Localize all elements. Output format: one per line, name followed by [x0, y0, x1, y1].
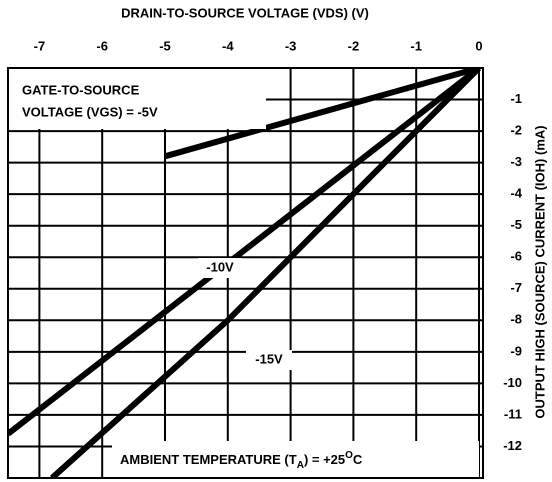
- y-tick-label: -4: [510, 186, 522, 201]
- annotation-part: O: [345, 450, 353, 461]
- label-bg: [198, 258, 242, 278]
- plot-frame: [7, 67, 484, 479]
- series-label: -10V: [206, 259, 234, 274]
- y-tick-label: -11: [504, 406, 522, 421]
- annotation-part: AMBIENT TEMPERATURE (T: [120, 452, 297, 467]
- y-tick-label: -8: [510, 312, 522, 327]
- annotation-part: A: [297, 460, 304, 471]
- series-line: [8, 68, 481, 437]
- y-tick-label: -10: [503, 375, 522, 390]
- series-label: -15V: [255, 351, 283, 366]
- series-line: [49, 68, 482, 478]
- y-tick-label: -9: [510, 343, 522, 358]
- y-tick-label: -1: [510, 91, 522, 106]
- y-axis-label: OUTPUT HIGH (SOURCE) CURRENT (IOH) (mA): [532, 125, 547, 418]
- annotation: AMBIENT TEMPERATURE (TA) = +25OC: [120, 450, 363, 471]
- label-bg: [246, 350, 292, 370]
- x-tick-label: -5: [159, 38, 171, 53]
- y-tick-label: -7: [510, 280, 522, 295]
- annotation-part: C: [353, 452, 363, 467]
- y-tick-label: -12: [503, 438, 522, 453]
- y-tick-label: -6: [510, 249, 522, 264]
- series-line: [164, 68, 480, 160]
- x-tick-label: -3: [285, 38, 297, 53]
- x-tick-label: -1: [410, 38, 422, 53]
- x-tick-label: -4: [222, 38, 234, 53]
- y-tick-label: -5: [510, 217, 522, 232]
- x-axis-label: DRAIN-TO-SOURCE VOLTAGE (VDS) (V): [121, 5, 369, 20]
- annotation-box: [9, 69, 266, 129]
- series-label: VOLTAGE (VGS) = -5V: [22, 104, 158, 119]
- annotation-part: ) = +25: [304, 452, 345, 467]
- x-tick-label: -6: [96, 38, 108, 53]
- x-tick-label: 0: [475, 38, 482, 53]
- y-tick-label: -3: [510, 154, 522, 169]
- x-tick-label: -7: [34, 38, 46, 53]
- annotation: GATE-TO-SOURCE: [22, 82, 140, 97]
- annotation-box: [112, 441, 479, 477]
- x-tick-label: -2: [348, 38, 360, 53]
- y-tick-label: -2: [510, 123, 522, 138]
